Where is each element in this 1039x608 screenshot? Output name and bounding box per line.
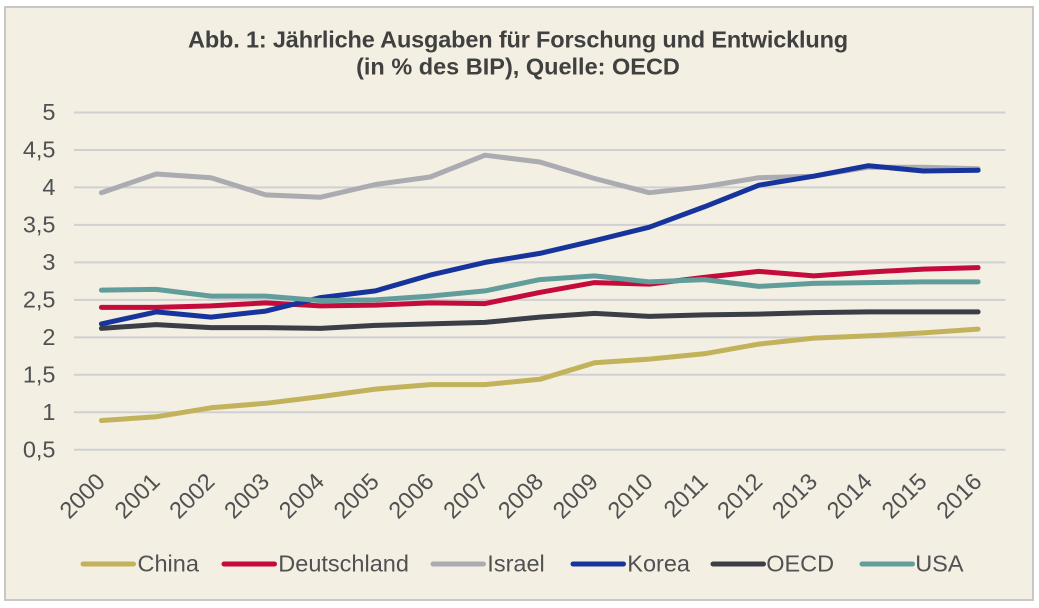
svg-text:2011: 2011 [659,468,713,522]
svg-text:OECD: OECD [766,550,834,576]
svg-text:2009: 2009 [548,468,603,523]
svg-text:Israel: Israel [487,550,544,576]
svg-text:Abb. 1: Jährliche Ausgaben für: Abb. 1: Jährliche Ausgaben für Forschung… [188,27,848,53]
svg-text:China: China [138,550,200,576]
svg-text:2001: 2001 [109,468,164,523]
svg-text:2: 2 [42,324,55,350]
svg-text:USA: USA [915,550,964,576]
svg-text:2000: 2000 [55,468,110,523]
svg-text:1: 1 [42,399,55,425]
svg-text:4,5: 4,5 [23,137,56,163]
svg-text:2012: 2012 [712,468,767,523]
svg-text:2016: 2016 [931,468,986,523]
svg-text:5: 5 [42,99,55,125]
svg-text:0,5: 0,5 [23,436,56,462]
svg-text:Korea: Korea [627,550,691,576]
svg-text:2,5: 2,5 [23,286,56,312]
svg-text:3: 3 [42,249,55,275]
svg-text:2008: 2008 [493,468,548,523]
svg-text:4: 4 [42,174,55,200]
svg-text:2002: 2002 [164,468,219,523]
svg-text:2007: 2007 [438,468,493,523]
svg-text:2014: 2014 [822,468,877,523]
svg-text:2005: 2005 [329,468,384,523]
svg-text:(in % des BIP), Quelle: OECD: (in % des BIP), Quelle: OECD [356,54,680,80]
svg-text:2013: 2013 [767,468,822,523]
svg-text:Deutschland: Deutschland [278,550,409,576]
svg-text:2004: 2004 [274,468,329,523]
svg-text:2015: 2015 [876,468,931,523]
svg-text:2010: 2010 [602,468,657,523]
svg-text:2003: 2003 [219,468,274,523]
svg-text:3,5: 3,5 [23,211,56,237]
svg-text:1,5: 1,5 [23,361,56,387]
svg-text:2006: 2006 [383,468,438,523]
